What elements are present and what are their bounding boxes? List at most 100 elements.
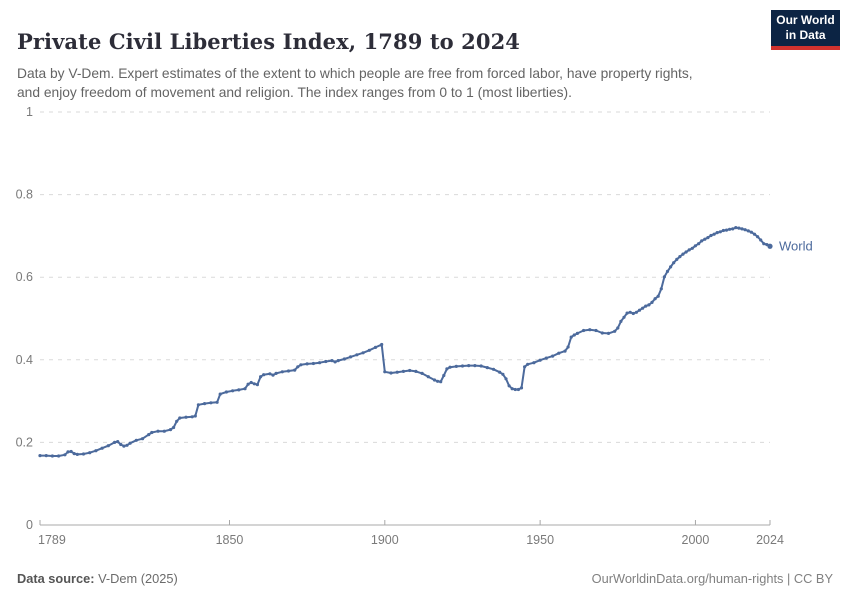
data-point xyxy=(700,239,704,243)
data-point xyxy=(333,360,337,364)
data-point xyxy=(532,361,536,365)
data-point xyxy=(184,415,188,419)
x-axis-tick-label: 2024 xyxy=(756,533,784,547)
data-point xyxy=(569,335,573,339)
footer-attribution: OurWorldinData.org/human-rights | CC BY xyxy=(592,571,833,586)
data-point xyxy=(731,227,735,231)
data-point xyxy=(134,438,138,442)
data-point xyxy=(672,261,676,265)
data-point xyxy=(255,383,259,387)
owid-url-link[interactable]: OurWorldinData.org/human-rights xyxy=(591,570,784,586)
data-point xyxy=(336,359,340,363)
data-point xyxy=(687,248,691,252)
data-point xyxy=(752,232,757,236)
y-axis-tick-label: 0.4 xyxy=(16,353,33,367)
data-point xyxy=(125,443,129,447)
data-point xyxy=(519,386,524,390)
data-point xyxy=(178,416,182,420)
data-point xyxy=(706,236,710,240)
data-point xyxy=(349,355,353,359)
chart-canvas: 0 0.2 0.4 0.6 0.8 1 1789 1850 1900 1950 2000 2024 Wo… xyxy=(0,95,850,565)
world-line xyxy=(39,226,771,457)
data-point xyxy=(563,349,567,353)
license-label: CC BY xyxy=(793,570,833,586)
data-point xyxy=(641,306,645,310)
data-point xyxy=(501,372,505,376)
x-axis-tick-label: 1950 xyxy=(526,533,554,547)
data-point xyxy=(439,380,443,384)
data-point xyxy=(209,401,213,405)
data-point xyxy=(557,351,561,355)
data-point xyxy=(318,361,322,365)
data-point xyxy=(401,369,405,373)
data-point xyxy=(156,429,160,433)
data-point xyxy=(756,235,760,239)
data-point xyxy=(147,433,151,437)
data-point xyxy=(72,452,76,456)
data-point xyxy=(460,364,465,368)
data-point xyxy=(100,446,104,450)
data-point xyxy=(746,229,750,233)
data-point xyxy=(697,242,701,246)
data-point xyxy=(718,230,722,234)
data-point xyxy=(66,450,70,454)
data-point xyxy=(516,387,521,392)
y-axis-tick-label: 0 xyxy=(26,518,33,532)
data-point xyxy=(299,363,303,367)
data-point xyxy=(44,454,48,458)
data-point xyxy=(150,430,154,435)
owid-logo[interactable]: Our World in Data xyxy=(771,10,840,50)
data-point xyxy=(286,369,291,373)
data-source-value: V-Dem (2025) xyxy=(98,570,178,586)
data-point xyxy=(473,364,477,368)
data-point xyxy=(616,326,620,330)
data-point xyxy=(389,371,393,375)
data-point xyxy=(231,389,235,393)
data-point xyxy=(81,452,86,456)
data-point xyxy=(380,342,384,347)
data-point xyxy=(361,351,365,355)
line-chart-svg: 0 0.2 0.4 0.6 0.8 1 1789 1850 1900 1950 2000 2024 Wo… xyxy=(16,105,813,547)
data-point xyxy=(467,364,471,368)
data-point xyxy=(296,365,300,369)
data-point xyxy=(324,359,328,364)
y-axis-tick-label: 0.6 xyxy=(16,270,33,284)
data-point xyxy=(293,368,297,372)
data-point xyxy=(485,366,489,370)
data-point xyxy=(373,345,378,349)
data-point xyxy=(631,311,635,316)
x-axis-tick-label: 1850 xyxy=(216,533,244,547)
data-point xyxy=(507,384,511,388)
data-point xyxy=(436,379,440,383)
data-point xyxy=(728,227,732,231)
data-point xyxy=(119,442,123,447)
data-point xyxy=(252,382,256,386)
data-point xyxy=(498,370,502,374)
data-point xyxy=(724,228,729,232)
x-axis-tick-label: 2000 xyxy=(682,533,710,547)
page-title: Private Civil Liberties Index, 1789 to 2… xyxy=(17,29,520,55)
data-point xyxy=(690,246,694,250)
data-point xyxy=(38,454,42,458)
data-point xyxy=(613,329,617,333)
data-point xyxy=(50,454,55,458)
data-point xyxy=(274,371,278,375)
data-point xyxy=(743,228,747,232)
data-point xyxy=(594,328,598,333)
data-point xyxy=(479,364,483,368)
data-point xyxy=(243,387,247,391)
data-point xyxy=(647,303,651,307)
data-point xyxy=(259,375,263,379)
data-point xyxy=(678,255,682,259)
data-point xyxy=(432,378,437,382)
data-point xyxy=(684,250,688,254)
data-point xyxy=(740,227,744,231)
data-point xyxy=(246,382,250,386)
data-point xyxy=(600,331,604,335)
data-point xyxy=(575,331,580,335)
data-point xyxy=(414,369,418,373)
data-point xyxy=(588,328,592,332)
data-point xyxy=(656,294,660,298)
data-point xyxy=(675,257,679,261)
data-point xyxy=(271,373,275,377)
